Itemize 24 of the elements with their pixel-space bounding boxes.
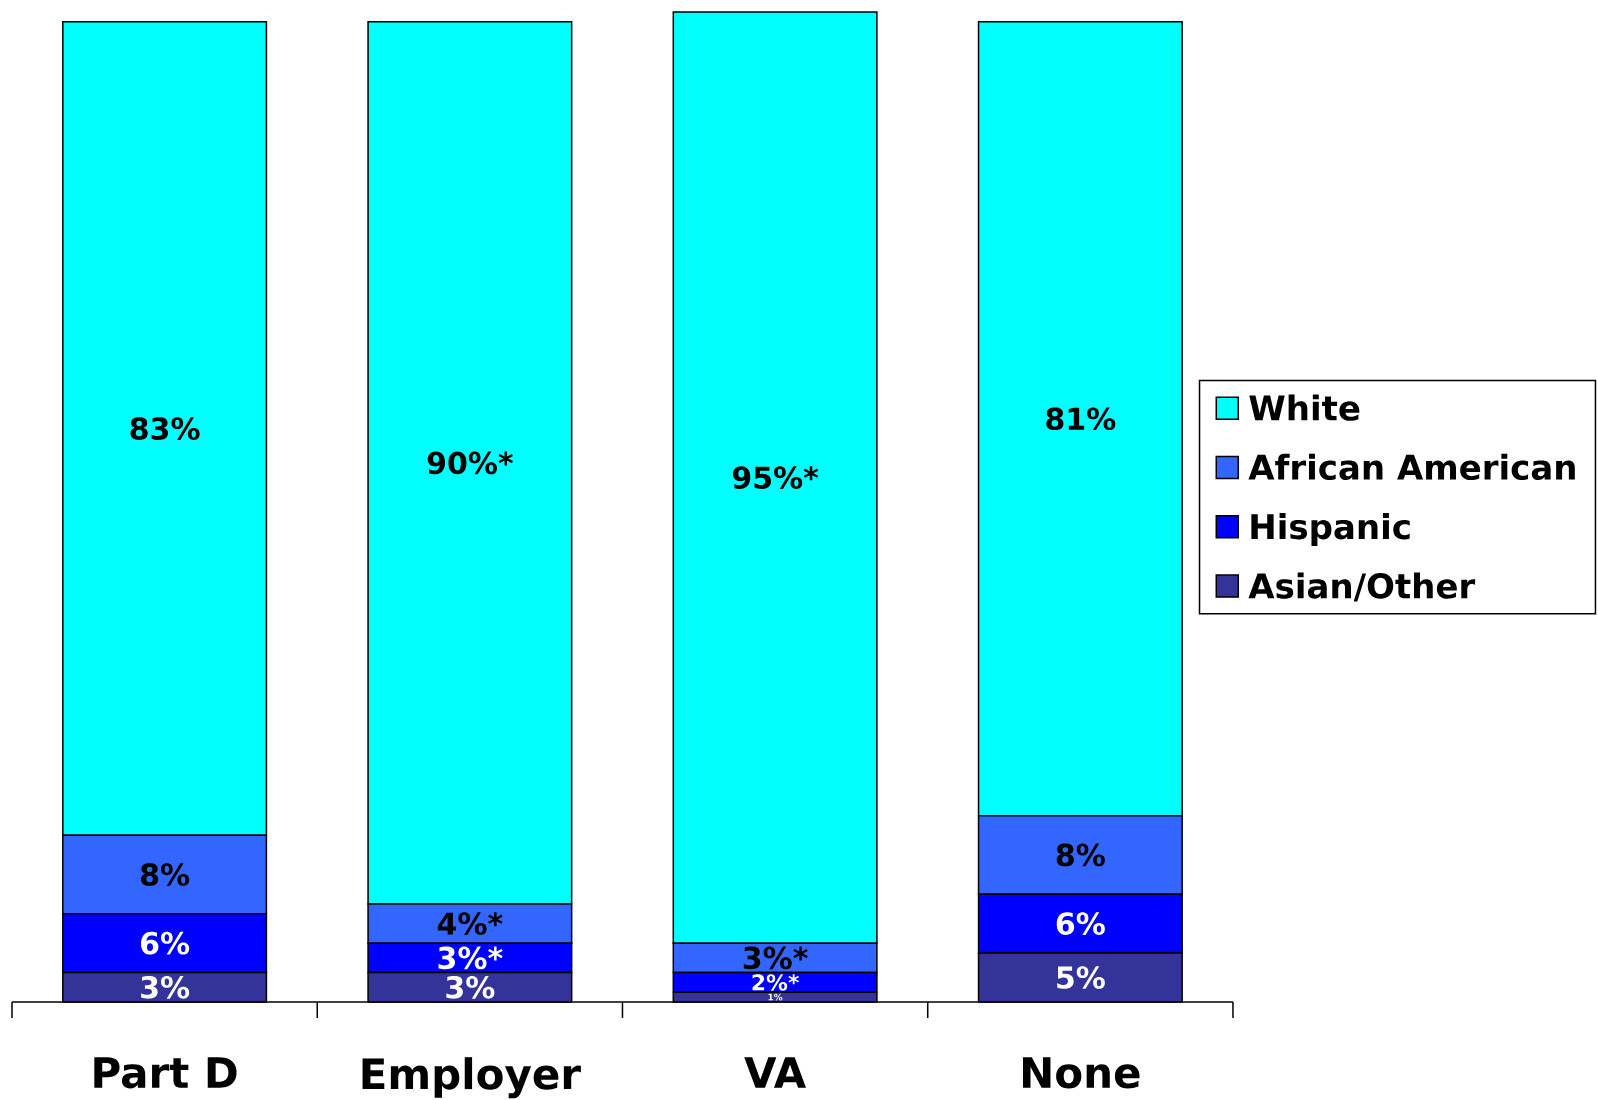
data-label: 3%* <box>438 946 503 970</box>
data-label: 6% <box>1056 912 1105 935</box>
legend-label: White <box>1249 394 1360 421</box>
data-label: 95%* <box>732 466 819 489</box>
data-label: 81% <box>1046 407 1116 431</box>
data-label: 3% <box>446 975 495 999</box>
legend-label: Hispanic <box>1251 513 1410 546</box>
x-tick-label: None <box>1023 1057 1140 1089</box>
data-label: 4%* <box>437 912 503 935</box>
data-label: 8% <box>140 863 190 886</box>
data-label: 5% <box>1057 966 1105 989</box>
legend-label: Asian/Other <box>1248 572 1476 602</box>
x-tick-label: Part D <box>94 1057 237 1089</box>
x-tick-label: VA <box>744 1057 807 1088</box>
data-label: 90%* <box>427 451 514 475</box>
data-label: 3%* <box>743 946 808 970</box>
x-tick-label: Employer <box>362 1057 581 1099</box>
data-label: 3% <box>141 975 190 999</box>
legend-label: African American <box>1248 453 1575 481</box>
data-label: 83% <box>130 417 200 440</box>
data-label: 1% <box>768 993 783 1001</box>
data-label: 6% <box>141 931 190 955</box>
data-label: 8% <box>1056 843 1105 867</box>
data-label: 2%* <box>752 974 799 991</box>
